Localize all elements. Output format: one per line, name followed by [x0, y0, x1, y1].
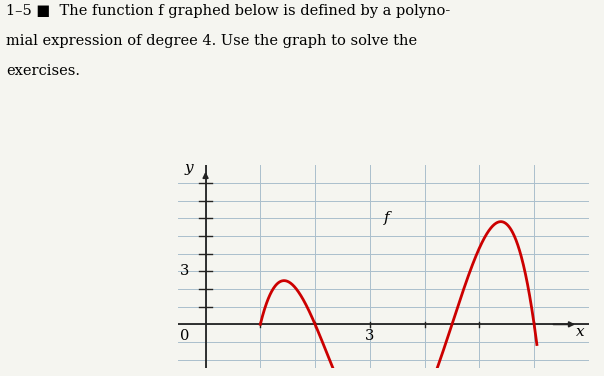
- Text: exercises.: exercises.: [6, 64, 80, 78]
- Text: 3: 3: [180, 264, 190, 278]
- Text: 1–5 ■  The function f graphed below is defined by a polyno-: 1–5 ■ The function f graphed below is de…: [6, 4, 451, 18]
- Text: mial expression of degree 4. Use the graph to solve the: mial expression of degree 4. Use the gra…: [6, 34, 417, 48]
- Text: 3: 3: [365, 329, 374, 343]
- Text: f: f: [384, 211, 389, 225]
- Text: y: y: [185, 161, 193, 175]
- Text: x: x: [576, 325, 585, 339]
- Text: 0: 0: [180, 329, 190, 343]
